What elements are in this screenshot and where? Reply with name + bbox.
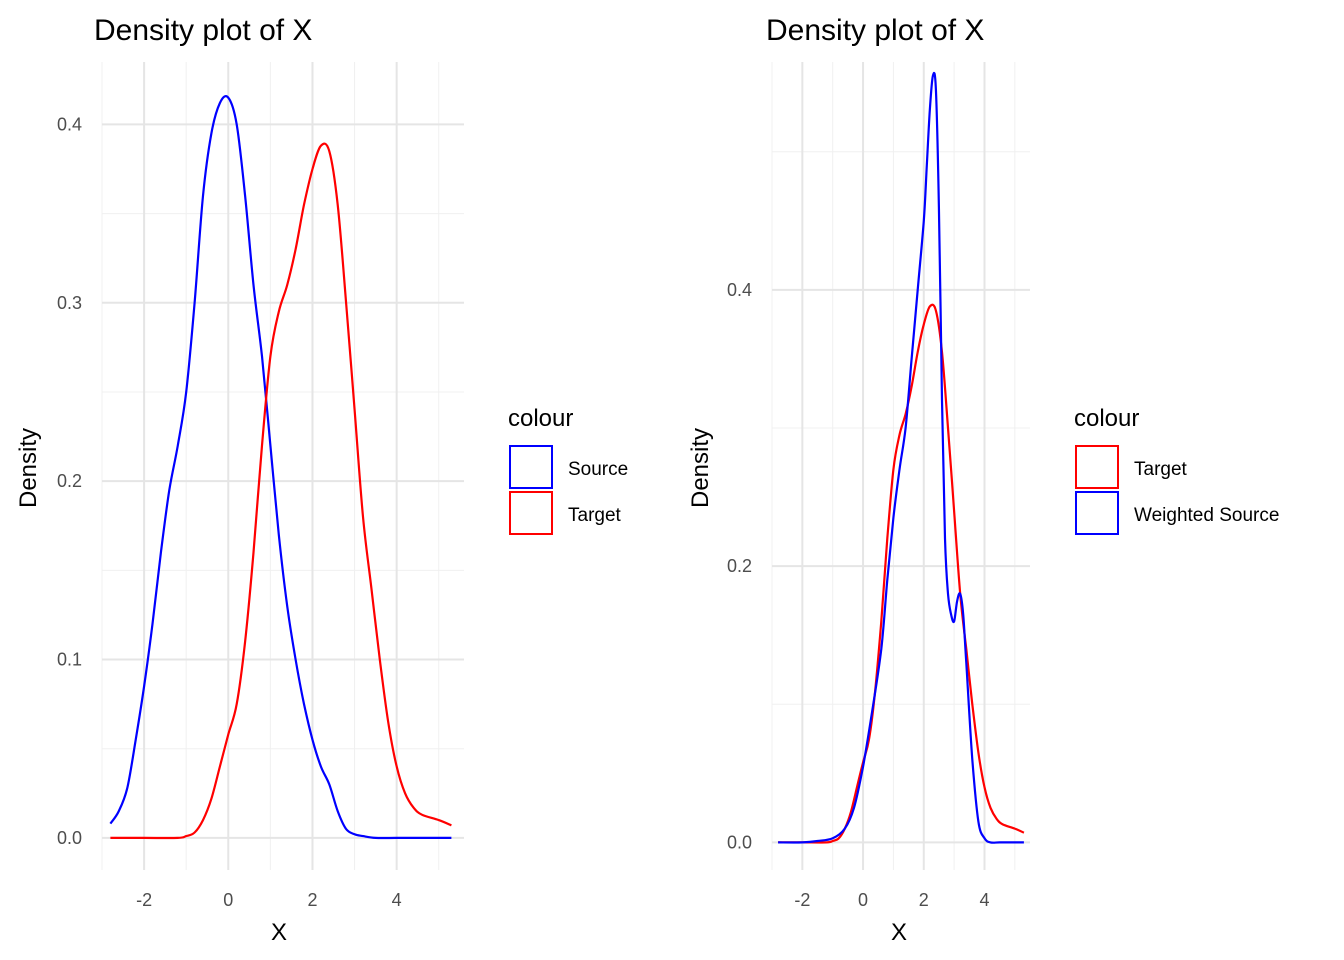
right-legend-label-target: Target bbox=[1134, 459, 1188, 480]
x-tick-label: 4 bbox=[979, 890, 989, 910]
left-legend-key-source bbox=[509, 445, 553, 489]
y-tick-label: 0.0 bbox=[57, 828, 82, 848]
y-tick-label: 0.0 bbox=[727, 832, 752, 852]
right-legend: colour Target Weighted Source bbox=[1074, 405, 1279, 535]
y-tick-label: 0.3 bbox=[57, 293, 82, 313]
x-tick-label: 2 bbox=[307, 890, 317, 910]
left-legend: colour Source Target bbox=[508, 405, 628, 535]
right-chart-title: Density plot of X bbox=[766, 14, 984, 47]
left-x-ticks: -2 0 2 4 bbox=[136, 890, 402, 910]
right-curves bbox=[778, 71, 1025, 844]
left-x-axis-label: X bbox=[271, 919, 287, 946]
right-x-axis-label: X bbox=[891, 919, 907, 946]
left-chart-title: Density plot of X bbox=[94, 14, 312, 47]
series-line-target bbox=[778, 303, 1025, 844]
y-tick-label: 0.4 bbox=[57, 114, 82, 134]
left-legend-label-target: Target bbox=[568, 505, 622, 526]
right-y-axis-label: Density bbox=[687, 428, 714, 508]
right-y-ticks: 0.0 0.2 0.4 bbox=[727, 280, 752, 852]
y-tick-label: 0.2 bbox=[57, 471, 82, 491]
y-tick-label: 0.2 bbox=[727, 556, 752, 576]
series-line-weighted-source bbox=[778, 71, 1024, 844]
right-legend-label-weighted-source: Weighted Source bbox=[1134, 505, 1279, 526]
x-tick-label: 4 bbox=[392, 890, 402, 910]
left-curves bbox=[109, 95, 452, 840]
x-tick-label: 0 bbox=[858, 890, 868, 910]
x-tick-label: 2 bbox=[919, 890, 929, 910]
left-y-ticks: 0.0 0.1 0.2 0.3 0.4 bbox=[57, 114, 82, 847]
left-grid bbox=[101, 62, 464, 870]
series-line-source bbox=[109, 95, 452, 840]
x-tick-label: -2 bbox=[794, 890, 810, 910]
y-tick-label: 0.1 bbox=[57, 650, 82, 670]
x-tick-label: 0 bbox=[223, 890, 233, 910]
right-x-ticks: -2 0 2 4 bbox=[794, 890, 989, 910]
right-density-panel: Density plot of X 0.0 0.2 0.4 -2 0 2 4 X Dens… bbox=[687, 14, 1279, 946]
y-tick-label: 0.4 bbox=[727, 280, 752, 300]
series-line-target bbox=[110, 142, 452, 840]
left-y-axis-label: Density bbox=[15, 428, 42, 508]
right-legend-title: colour bbox=[1074, 405, 1139, 432]
right-legend-key-target bbox=[1075, 445, 1119, 489]
right-legend-key-weighted-source bbox=[1075, 491, 1119, 535]
left-legend-title: colour bbox=[508, 405, 573, 432]
left-density-panel: Density plot of X 0.00.10.20.30.4 -2 0 2 4 … bbox=[15, 14, 628, 946]
left-legend-label-source: Source bbox=[568, 459, 628, 480]
x-tick-label: -2 bbox=[136, 890, 152, 910]
left-legend-key-target bbox=[509, 491, 553, 535]
